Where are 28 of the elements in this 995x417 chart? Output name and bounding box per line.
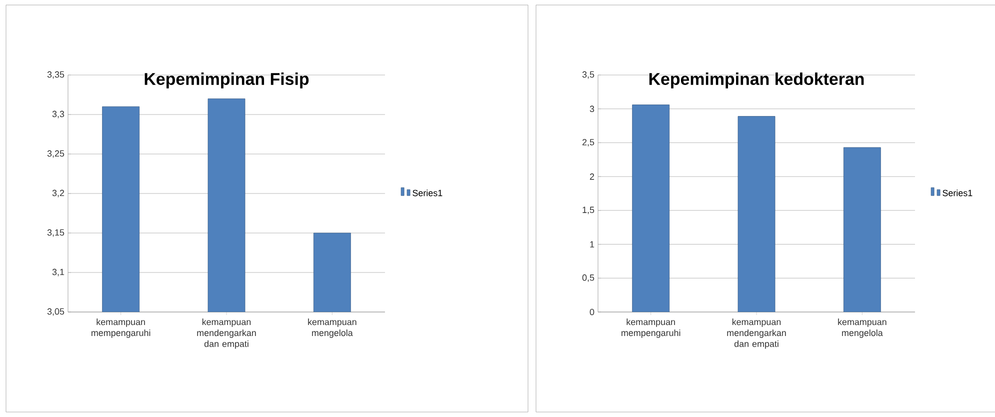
bar — [843, 147, 881, 312]
x-tick-label: kemampuan mendengarkan dan empati — [197, 318, 256, 349]
x-tick-label: kemampuan mempengaruhi — [622, 318, 680, 338]
chart-title: Kepemimpinan Fisip — [144, 72, 309, 88]
x-tick-label: kemampuan mengelola — [838, 318, 886, 338]
legend-label: Series1 — [412, 190, 442, 196]
y-tick-label: 0 — [590, 308, 594, 316]
y-tick-label: 3,35 — [47, 71, 64, 79]
x-tick-label: kemampuan mengelola — [308, 318, 356, 338]
bar — [738, 116, 776, 312]
y-tick-label: 2 — [590, 173, 594, 180]
y-tick-label: 1 — [590, 241, 594, 248]
y-tick-label: 3,2 — [52, 190, 64, 198]
chart-title: Kepemimpinan kedokteran — [649, 72, 864, 88]
y-tick-label: 3,05 — [47, 308, 64, 316]
y-tick-label: 3,15 — [47, 229, 64, 237]
y-tick-label: 1,5 — [582, 206, 594, 214]
y-tick-label: 3,25 — [47, 150, 64, 158]
y-tick-label: 3,1 — [52, 268, 64, 276]
y-tick-label: 0,5 — [582, 274, 594, 282]
x-tick-label: kemampuan mempengaruhi — [92, 318, 150, 338]
x-tick-label: kemampuan mendengarkan dan empati — [727, 318, 786, 349]
bar — [632, 104, 670, 312]
y-tick-label: 2,5 — [582, 139, 594, 146]
y-tick-label: 3,5 — [582, 71, 594, 79]
y-tick-label: 3 — [590, 106, 594, 112]
y-tick-label: 3,3 — [52, 110, 64, 118]
legend-label: Series1 — [942, 190, 972, 196]
